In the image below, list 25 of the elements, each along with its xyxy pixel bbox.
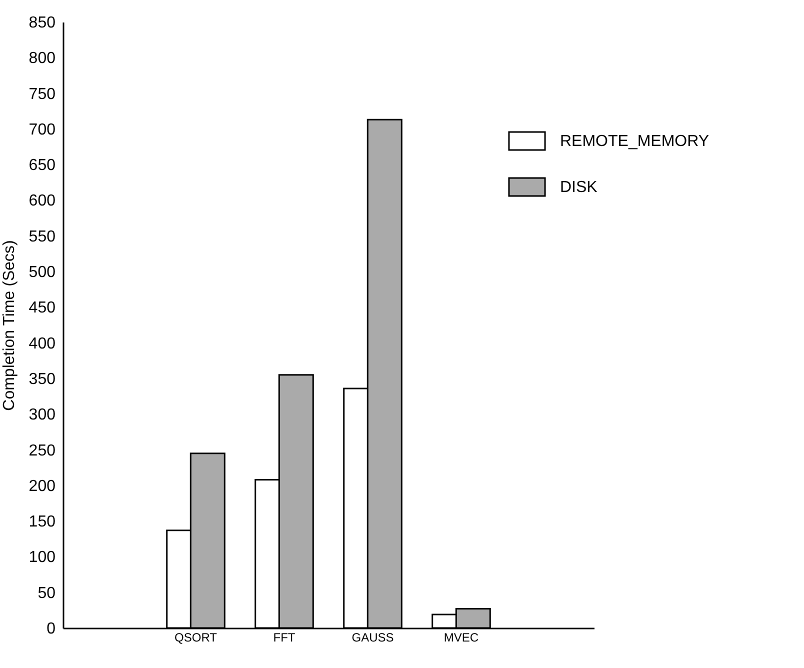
x-tick-label: MVEC	[444, 630, 479, 644]
y-tick-label: 300	[28, 406, 56, 424]
y-tick-label: 150	[28, 514, 56, 531]
y-tick-label: 650	[28, 157, 56, 174]
x-tick-label: GAUSS	[352, 630, 394, 644]
y-axis-title: Completion Time (Secs)	[0, 240, 18, 411]
y-tick-label: 250	[28, 442, 56, 460]
y-tick-label: 700	[28, 121, 56, 138]
y-tick-label: 200	[28, 478, 56, 495]
y-tick-label: 550	[28, 228, 56, 246]
y-tick-label: 800	[28, 50, 56, 68]
legend-label: DISK	[560, 179, 598, 196]
y-tick-label: 450	[28, 300, 56, 317]
y-tick-label: 100	[28, 549, 56, 566]
y-tick-label: 600	[28, 192, 56, 210]
y-tick-label: 500	[28, 264, 56, 282]
y-tick-label: 850	[28, 14, 56, 32]
legend-label: REMOTE_MEMORY	[560, 133, 710, 150]
y-tick-label: 350	[28, 370, 56, 388]
y-tick-label: 400	[28, 335, 56, 352]
x-tick-label: QSORT	[174, 630, 218, 644]
y-tick-label: 50	[38, 584, 56, 602]
x-tick-label: FFT	[273, 630, 296, 644]
y-tick-label: 0	[46, 620, 56, 638]
y-tick-label: 750	[28, 86, 56, 103]
